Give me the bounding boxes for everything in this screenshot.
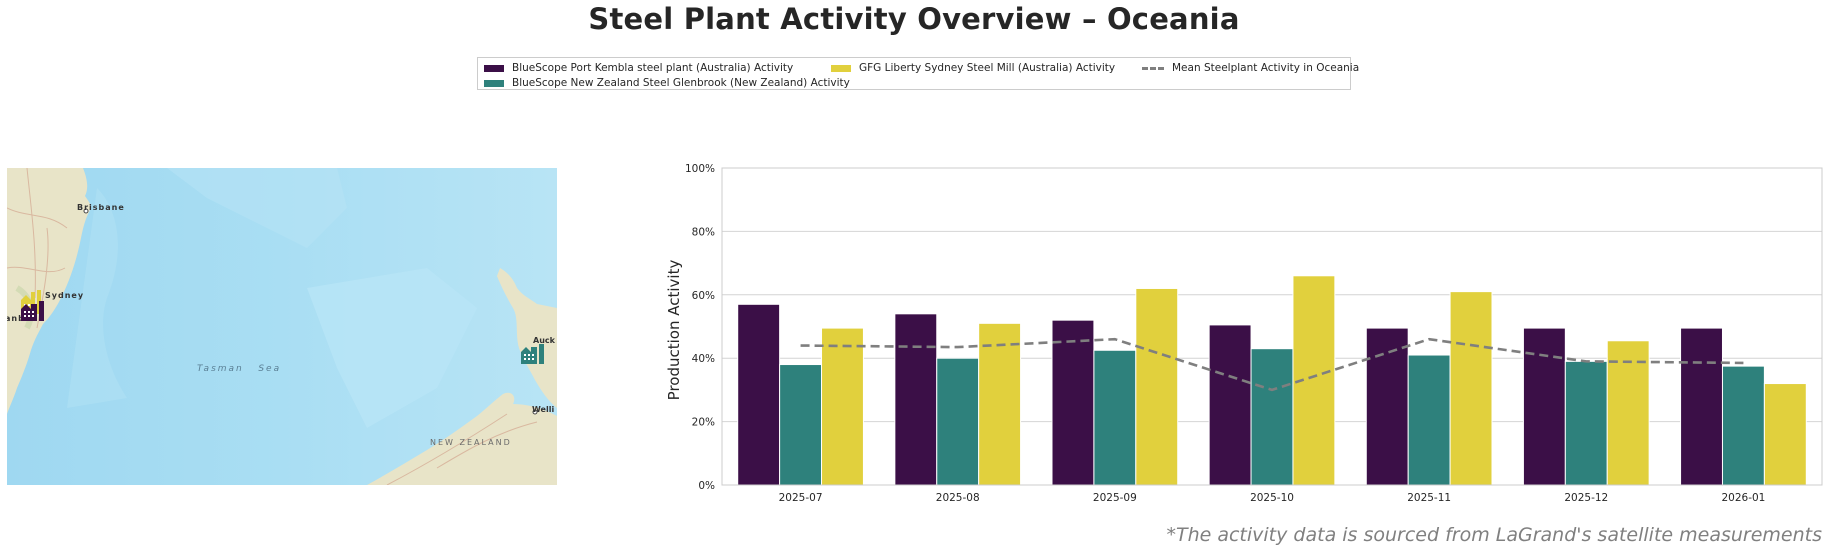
bar-glenbrook — [1721, 365, 1765, 486]
y-tick-label: 0% — [698, 480, 715, 492]
brisbane-dot — [83, 208, 89, 214]
map-label-tasman-sea: Tasman Sea — [197, 364, 281, 374]
y-tick-label: 20% — [692, 417, 715, 429]
legend-item-port-kembla: BlueScope Port Kembla steel plant (Austr… — [484, 62, 793, 74]
legend-label: BlueScope New Zealand Steel Glenbrook (N… — [512, 77, 850, 89]
x-tick-label: 2026-01 — [1721, 492, 1765, 504]
footnote: *The activity data is sourced from LaGra… — [1166, 524, 1822, 546]
legend-swatch-glenbrook — [484, 79, 504, 87]
legend-label: BlueScope Port Kembla steel plant (Austr… — [512, 62, 794, 74]
y-axis-label: Production Activity — [665, 260, 683, 401]
legend-label: GFG Liberty Sydney Steel Mill (Australia… — [859, 62, 1116, 74]
legend-swatch-port-kembla — [484, 64, 504, 72]
nz-south-island — [367, 392, 557, 485]
bar-glenbrook — [1250, 348, 1294, 486]
x-tick-label: 2025-08 — [936, 492, 980, 504]
x-tick-label: 2025-07 — [779, 492, 823, 504]
map-label-auckland: Auck — [533, 336, 556, 345]
bar-glenbrook — [936, 357, 980, 486]
nz-north-island — [497, 268, 557, 408]
bar-port-kembla — [737, 303, 781, 486]
wellington-dot — [532, 409, 538, 415]
y-tick-label: 100% — [685, 163, 715, 175]
bar-port-kembla — [1365, 327, 1409, 486]
nz-roads — [386, 413, 538, 485]
bar-liberty-sydney — [1606, 340, 1650, 486]
x-tick-label: 2025-09 — [1093, 492, 1137, 504]
bar-port-kembla — [1051, 319, 1095, 486]
bar-glenbrook — [1407, 354, 1451, 486]
bar-liberty-sydney — [978, 322, 1022, 486]
map-label-wellington: Welli — [532, 405, 554, 414]
legend-label: Mean Steelplant Activity in Oceania — [1172, 62, 1360, 74]
x-tick-label: 2025-12 — [1564, 492, 1608, 504]
bar-liberty-sydney — [1763, 383, 1807, 486]
bar-glenbrook — [1564, 360, 1608, 486]
sea-shelf — [307, 268, 477, 428]
x-tick-label: 2025-11 — [1407, 492, 1451, 504]
y-tick-label: 40% — [692, 353, 715, 365]
map[interactable]: Brisbane Sydney anb Tasman Sea Auck Well… — [7, 168, 557, 485]
map-label-brisbane: Brisbane — [77, 203, 125, 212]
mean-activity-line — [800, 337, 1744, 392]
factory-icon[interactable] — [521, 344, 544, 364]
x-tick-label: 2025-10 — [1250, 492, 1294, 504]
roads — [7, 168, 68, 329]
legend-item-glenbrook: BlueScope New Zealand Steel Glenbrook (N… — [484, 77, 850, 89]
axes: 0% 20% 40% 60% 80% 100% 2025-07 2025-08 2025-09 2… — [685, 163, 1823, 504]
legend: BlueScope Port Kembla steel plant (Austr… — [477, 57, 1359, 90]
bar-port-kembla — [1680, 327, 1723, 486]
bar-liberty-sydney — [1449, 291, 1493, 486]
map-label-new-zealand: NEW ZEALAND — [430, 438, 512, 447]
plot-frame — [721, 167, 1823, 486]
map-label-sydney: Sydney — [45, 291, 84, 300]
bars — [737, 275, 1807, 486]
chart-title: Steel Plant Activity Overview – Oceania — [588, 2, 1240, 36]
map-canvas: Brisbane Sydney anb Tasman Sea Auck Well… — [7, 168, 557, 485]
legend-dash-mean — [1142, 66, 1164, 70]
legend-item-mean: Mean Steelplant Activity in Oceania — [1142, 62, 1359, 74]
bar-port-kembla — [894, 313, 938, 486]
australia-land — [7, 168, 91, 414]
bar-liberty-sydney — [821, 327, 864, 486]
sea-shelf — [167, 168, 347, 248]
bar-port-kembla — [1208, 324, 1252, 486]
bar-liberty-sydney — [1135, 287, 1179, 486]
bar-glenbrook — [779, 364, 823, 486]
bar-glenbrook — [1093, 349, 1137, 486]
factory-icon[interactable] — [21, 301, 44, 321]
mean-line — [800, 337, 1744, 392]
map-label-canberra: anb — [7, 314, 25, 323]
bar-chart: 0% 20% 40% 60% 80% 100% 2025-07 2025-08 2025-09 2… — [665, 163, 1823, 504]
legend-item-liberty-sydney: GFG Liberty Sydney Steel Mill (Australia… — [831, 62, 1115, 74]
y-tick-label: 60% — [692, 290, 715, 302]
legend-swatch-liberty-sydney — [831, 64, 851, 72]
y-tick-label: 80% — [692, 226, 715, 238]
bar-port-kembla — [1522, 327, 1566, 486]
coastal-shelf — [67, 188, 127, 408]
